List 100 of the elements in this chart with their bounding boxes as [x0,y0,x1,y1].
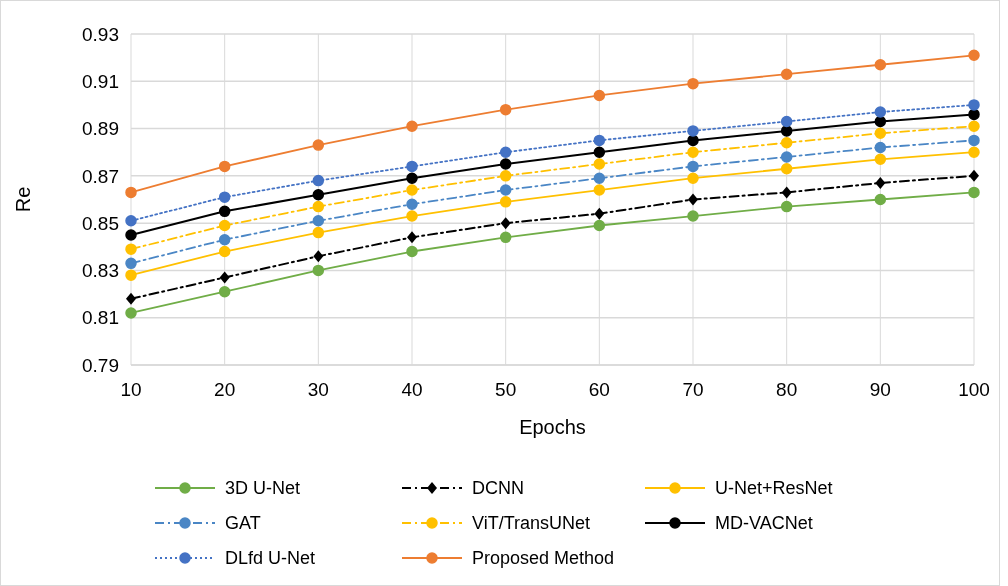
point [874,193,887,206]
point [874,141,887,154]
x-tick-label: 100 [958,379,990,400]
point [968,134,980,147]
point [125,269,137,281]
point [593,146,606,158]
point [687,210,699,222]
point [219,271,230,284]
point [968,49,980,62]
point [406,160,418,173]
point [593,219,606,232]
point [687,134,699,147]
point [593,184,606,196]
legend-label: DLfd U-Net [225,548,316,569]
legend-label: MD-VACNet [715,513,813,534]
point [499,158,512,170]
legend-label: U-Net+ResNet [715,478,833,499]
point [313,250,324,263]
x-axis-title: Epochs [519,416,586,438]
y-tick-label: 0.79 [82,354,119,376]
point [968,120,980,132]
point [407,231,417,244]
point [594,207,605,220]
point [218,219,231,232]
point [312,215,325,227]
point [126,292,136,305]
x-tick-label: 80 [776,379,798,400]
point [499,231,512,244]
point [687,160,699,173]
legend-label: DCNN [472,478,524,499]
point [968,108,980,121]
point [125,215,137,227]
point [218,160,231,173]
point [780,125,793,137]
point [687,146,699,158]
y-tick-label: 0.91 [82,70,119,92]
legend-label: GAT [225,513,261,534]
point [875,176,886,189]
point [780,115,793,128]
x-tick-label: 90 [869,379,891,400]
point [593,158,606,170]
point [499,146,512,158]
point [312,226,325,239]
point [125,257,137,270]
point [499,170,512,182]
point [968,186,980,199]
y-tick-label: 0.83 [82,260,119,282]
point [593,134,606,147]
point [406,245,418,258]
point [968,99,980,111]
point [687,125,699,137]
x-tick-label: 50 [495,379,517,400]
point [499,196,512,208]
point [125,243,137,255]
point [593,172,606,184]
point [874,153,887,166]
point [406,184,418,196]
y-tick-label: 0.93 [82,23,119,45]
point [969,169,979,182]
x-tick-label: 10 [120,379,142,400]
point [406,198,418,210]
y-tick-label: 0.89 [82,118,119,140]
point [780,200,793,213]
point [125,229,137,241]
point [874,58,887,71]
point [687,77,699,90]
point [688,193,698,206]
point [125,307,137,319]
x-tick-label: 70 [682,379,704,400]
point [968,146,980,158]
point [687,172,699,184]
point [780,68,793,80]
point [780,137,793,149]
point [780,163,793,175]
legend-label: 3D U-Net [225,478,301,499]
point [312,174,325,187]
y-tick-label: 0.85 [82,212,119,234]
x-tick-label: 20 [214,379,236,400]
point [593,89,606,102]
point [312,139,325,151]
legend-label: Proposed Method [472,548,615,569]
point [218,191,231,203]
legend-label: ViT/TransUNet [472,513,591,534]
point [500,217,511,230]
point [218,205,231,218]
point [499,184,512,196]
point [874,106,887,118]
point [499,103,512,116]
x-tick-label: 60 [588,379,610,400]
y-axis-title: Re [12,186,34,213]
x-tick-label: 30 [307,379,329,400]
point [218,245,231,258]
point [218,233,231,246]
point [781,186,792,199]
point [218,285,231,298]
point [406,120,418,132]
y-tick-label: 0.81 [82,307,119,329]
point [406,210,418,222]
point [406,172,418,184]
point [312,200,325,213]
